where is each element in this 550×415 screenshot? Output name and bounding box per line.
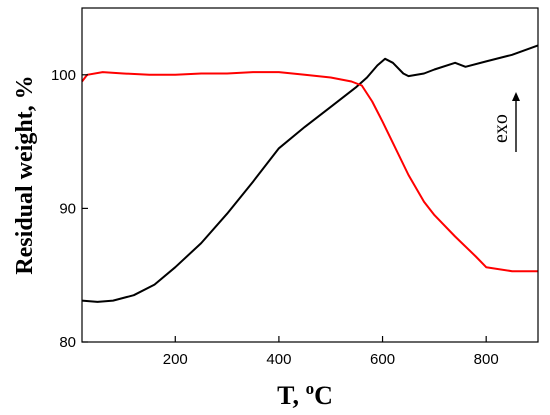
y-axis-title: Residual weight, % bbox=[12, 75, 38, 274]
axis-layer: 200 400 600 800 80 90 100 bbox=[51, 67, 499, 368]
exo-arrow-icon bbox=[512, 92, 520, 152]
x-axis-title-main: T, bbox=[277, 381, 305, 410]
exo-annotation: exo bbox=[490, 114, 512, 143]
x-axis-title: T, oC bbox=[277, 379, 333, 410]
y-tick-label: 80 bbox=[59, 334, 76, 351]
x-tick-label: 400 bbox=[266, 351, 291, 368]
x-tick-label: 600 bbox=[370, 351, 395, 368]
series-line-2 bbox=[81, 71, 538, 273]
x-tick-label: 800 bbox=[474, 351, 499, 368]
y-tick-label: 100 bbox=[51, 67, 76, 84]
y-tick-label: 90 bbox=[59, 200, 76, 217]
x-tick-label: 200 bbox=[163, 351, 188, 368]
plot-frame bbox=[81, 7, 539, 343]
series-layer bbox=[81, 44, 539, 303]
x-axis-title-superscript: o bbox=[306, 379, 315, 398]
x-axis-title-unit: C bbox=[314, 381, 333, 410]
series-line-1 bbox=[81, 44, 539, 303]
exo-arrow-head bbox=[512, 92, 520, 101]
